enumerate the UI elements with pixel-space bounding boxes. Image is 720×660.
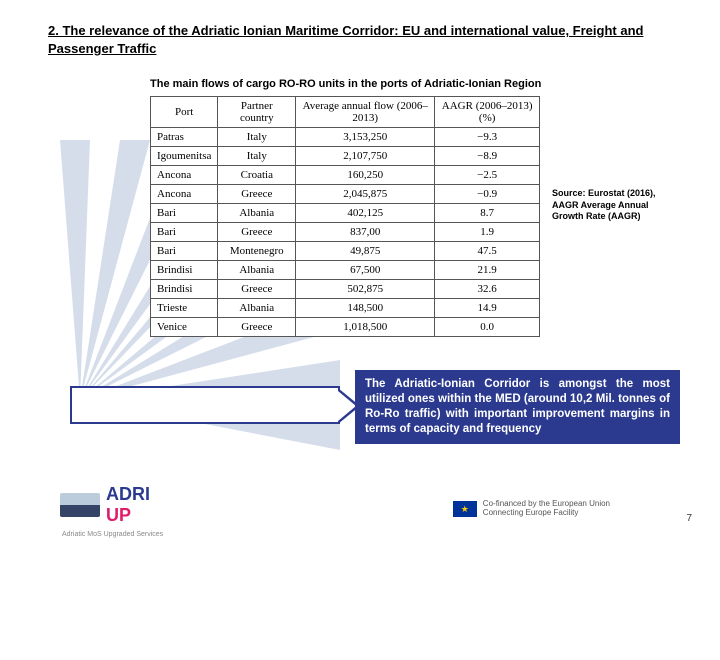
table-cell: 837,00	[296, 223, 435, 242]
table-cell: Croatia	[218, 166, 296, 185]
table-header: Average annual flow (2006–2013)	[296, 97, 435, 128]
table-row: PatrasItaly3,153,250−9.3	[151, 128, 540, 147]
table-cell: −8.9	[435, 147, 540, 166]
table-cell: Montenegro	[218, 242, 296, 261]
table-cell: Greece	[218, 318, 296, 337]
table-cell: 0.0	[435, 318, 540, 337]
table-cell: Venice	[151, 318, 218, 337]
table-cell: 1,018,500	[296, 318, 435, 337]
table-row: IgoumenitsaItaly2,107,750−8.9	[151, 147, 540, 166]
table-cell: 32.6	[435, 280, 540, 299]
table-cell: 402,125	[296, 204, 435, 223]
logo-text-1: ADRI	[106, 484, 150, 504]
table-header: AAGR (2006–2013) (%)	[435, 97, 540, 128]
logo-subtitle: Adriatic MoS Upgraded Services	[62, 531, 163, 538]
source-note: Source: Eurostat (2016), AAGR Average An…	[552, 188, 682, 223]
table-cell: 148,500	[296, 299, 435, 318]
table-cell: 47.5	[435, 242, 540, 261]
table-cell: Brindisi	[151, 261, 218, 280]
table-cell: Bari	[151, 242, 218, 261]
table-title: The main flows of cargo RO-RO units in t…	[150, 78, 541, 90]
table-cell: Ancona	[151, 185, 218, 204]
ship-icon	[60, 493, 100, 517]
table-cell: Albania	[218, 204, 296, 223]
table-row: AnconaGreece2,045,875−0.9	[151, 185, 540, 204]
table-cell: Bari	[151, 223, 218, 242]
table-cell: Greece	[218, 185, 296, 204]
arrow-shape	[70, 386, 340, 424]
table-cell: 8.7	[435, 204, 540, 223]
table-cell: 1.9	[435, 223, 540, 242]
callout-box: The Adriatic-Ionian Corridor is amongst …	[355, 370, 680, 444]
table-cell: Albania	[218, 299, 296, 318]
eu-cofinance: ★ Co-financed by the European Union Conn…	[453, 500, 610, 518]
table-cell: −0.9	[435, 185, 540, 204]
table-cell: 502,875	[296, 280, 435, 299]
table-cell: Trieste	[151, 299, 218, 318]
table-cell: 21.9	[435, 261, 540, 280]
table-cell: 2,107,750	[296, 147, 435, 166]
table-cell: 49,875	[296, 242, 435, 261]
eu-flag-icon: ★	[453, 501, 477, 517]
project-logo: ADRI UP	[60, 484, 150, 526]
table-cell: Italy	[218, 128, 296, 147]
slide-title: 2. The relevance of the Adriatic Ionian …	[48, 22, 690, 58]
table-cell: 3,153,250	[296, 128, 435, 147]
page-number: 7	[686, 513, 692, 524]
table-header: Partner country	[218, 97, 296, 128]
table-row: AnconaCroatia160,250−2.5	[151, 166, 540, 185]
table-cell: −2.5	[435, 166, 540, 185]
table-row: BrindisiGreece502,87532.6	[151, 280, 540, 299]
table-cell: 67,500	[296, 261, 435, 280]
table-cell: Bari	[151, 204, 218, 223]
table-row: BariAlbania402,1258.7	[151, 204, 540, 223]
table-cell: Greece	[218, 280, 296, 299]
table-header: Port	[151, 97, 218, 128]
cargo-table: PortPartner countryAverage annual flow (…	[150, 96, 540, 337]
table-row: BariGreece837,001.9	[151, 223, 540, 242]
table-cell: −9.3	[435, 128, 540, 147]
table-cell: Brindisi	[151, 280, 218, 299]
table-row: BariMontenegro49,87547.5	[151, 242, 540, 261]
table-cell: Greece	[218, 223, 296, 242]
eu-line2: Connecting Europe Facility	[483, 509, 610, 518]
table-cell: Albania	[218, 261, 296, 280]
table-cell: Italy	[218, 147, 296, 166]
table-cell: 160,250	[296, 166, 435, 185]
logo-text-2: UP	[106, 505, 131, 525]
table-cell: Ancona	[151, 166, 218, 185]
table-cell: Igoumenitsa	[151, 147, 218, 166]
table-row: TriesteAlbania148,50014.9	[151, 299, 540, 318]
table-cell: 14.9	[435, 299, 540, 318]
table-row: BrindisiAlbania67,50021.9	[151, 261, 540, 280]
table-row: VeniceGreece1,018,5000.0	[151, 318, 540, 337]
table-cell: Patras	[151, 128, 218, 147]
table-cell: 2,045,875	[296, 185, 435, 204]
